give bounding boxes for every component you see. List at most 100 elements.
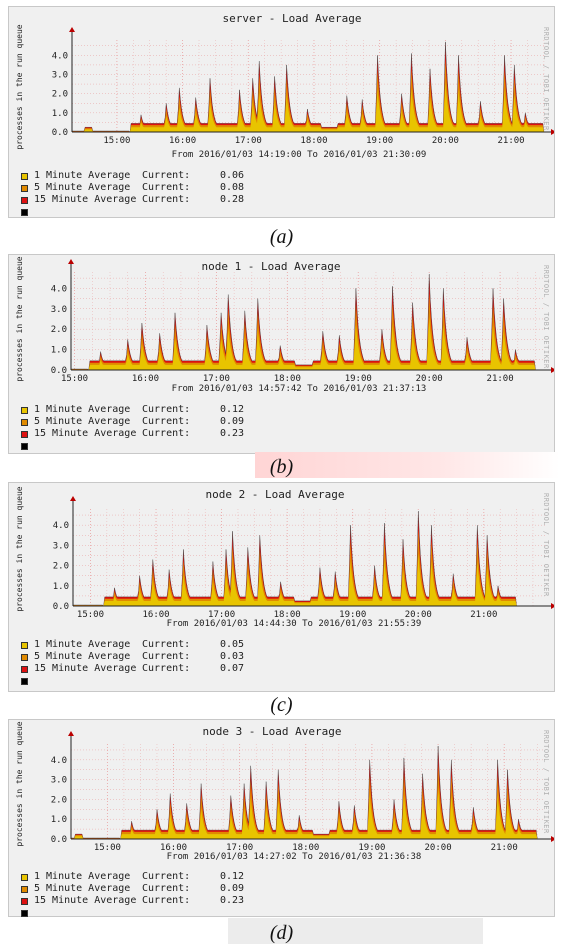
x-axis-arrow xyxy=(551,836,554,842)
legend-series-name: 15 Minute Average xyxy=(34,428,137,439)
y-tick-label: 4.0 xyxy=(51,284,67,294)
chart-title: node 1 - Load Average xyxy=(201,260,340,273)
legend-extra-swatch xyxy=(21,907,244,919)
y-tick-label: 2.0 xyxy=(51,325,67,335)
legend-current-label: Current: xyxy=(142,416,191,427)
legend-extra-swatch xyxy=(21,440,244,452)
x-tick-label: 15:00 xyxy=(61,374,88,384)
y-axis-label: processes in the run queue xyxy=(15,486,24,611)
legend-swatch xyxy=(21,885,28,893)
caption-b: (b) xyxy=(269,456,294,478)
y-axis-label: processes in the run queue xyxy=(15,24,24,149)
x-tick-label: 19:00 xyxy=(345,374,372,384)
x-tick-label: 19:00 xyxy=(358,843,385,853)
y-tick-label: 4.0 xyxy=(53,521,69,531)
x-tick-label: 20:00 xyxy=(432,136,459,146)
x-tick-label: 21:00 xyxy=(487,374,514,384)
x-tick-label: 18:00 xyxy=(292,843,319,853)
x-tick-label: 21:00 xyxy=(491,843,518,853)
legend-item: 15 Minute Average Current: 0.07 xyxy=(21,663,244,675)
y-tick-label: 1.0 xyxy=(53,582,69,592)
x-tick-label: 19:00 xyxy=(339,610,366,620)
period-text: From 2016/01/03 14:19:00 To 2016/01/03 2… xyxy=(172,150,427,160)
legend-series-name: 5 Minute Average xyxy=(34,883,131,894)
legend-extra-swatch xyxy=(21,206,244,218)
caption-highlight xyxy=(228,918,483,944)
chart-panel-d: node 3 - Load Average processes in the r… xyxy=(8,719,555,917)
chart-svg-c: node 2 - Load Average processes in the r… xyxy=(15,486,554,629)
x-tick-label: 20:00 xyxy=(425,843,452,853)
legend-series-name: 1 Minute Average xyxy=(34,404,131,415)
legend-current-label: Current: xyxy=(142,428,191,439)
legend-item: 15 Minute Average Current: 0.28 xyxy=(21,194,244,206)
legend-swatch xyxy=(21,897,28,905)
watermark: RRDTOOL / TOBI OETIKER xyxy=(542,265,550,369)
x-tick-label: 21:00 xyxy=(498,136,525,146)
legend-swatch xyxy=(21,873,28,881)
legend-current-value: 0.23 xyxy=(220,428,245,439)
plot-area: 0.0 1.0 2.0 3.0 4.0 15:00 16:00 17:00 18:00 19:00… xyxy=(52,27,554,146)
x-tick-label: 20:00 xyxy=(416,374,443,384)
legend-item: 1 Minute Average Current: 0.12 xyxy=(21,871,244,883)
y-tick-label: 1.0 xyxy=(52,109,68,119)
legend-item: 1 Minute Average Current: 0.06 xyxy=(21,170,244,182)
legend-swatch xyxy=(21,406,28,414)
y-tick-label: 1.0 xyxy=(51,346,67,356)
legend-swatch xyxy=(21,442,28,450)
legend-current-label: Current: xyxy=(142,895,191,906)
legend-item: 15 Minute Average Current: 0.23 xyxy=(21,895,244,907)
y-tick-label: 2.0 xyxy=(52,90,68,100)
y-axis-label: processes in the run queue xyxy=(15,256,24,381)
series-area-1min xyxy=(73,553,545,606)
y-tick-label: 1.0 xyxy=(51,815,67,825)
y-axis-arrow xyxy=(70,496,76,501)
legend-extra-swatch xyxy=(21,675,244,687)
y-tick-label: 2.0 xyxy=(51,795,67,805)
legend-current-label: Current: xyxy=(142,663,191,674)
chart-panel-a: server - Load Average processes in the r… xyxy=(8,6,555,218)
x-tick-label: 18:00 xyxy=(274,374,301,384)
legend-item: 5 Minute Average Current: 0.09 xyxy=(21,883,244,895)
chart-panel-b: node 1 - Load Average processes in the r… xyxy=(8,254,555,454)
x-axis-arrow xyxy=(551,367,554,373)
chart-svg-a: server - Load Average processes in the r… xyxy=(15,12,554,160)
x-tick-label: 20:00 xyxy=(405,610,432,620)
legend-current-value: 0.23 xyxy=(220,895,245,906)
plot-area: 0.0 1.0 2.0 3.0 4.0 15:00 16:00 17:00 18:00 19:00… xyxy=(53,496,554,620)
legend-current-label: Current: xyxy=(142,170,191,181)
watermark: RRDTOOL / TOBI OETIKER xyxy=(542,27,550,131)
y-tick-label: 4.0 xyxy=(52,51,68,61)
y-tick-label: 2.0 xyxy=(53,562,69,572)
series-area-5min xyxy=(72,59,545,132)
legend-current-value: 0.05 xyxy=(220,639,245,650)
legend-item: 1 Minute Average Current: 0.05 xyxy=(21,639,244,651)
y-tick-label: 3.0 xyxy=(52,71,68,81)
y-tick-label: 3.0 xyxy=(51,776,67,786)
chart-title: node 3 - Load Average xyxy=(202,725,341,738)
y-tick-label: 0.0 xyxy=(51,835,67,845)
caption-c: (c) xyxy=(270,694,293,716)
legend-series-name: 15 Minute Average xyxy=(34,194,137,205)
caption-highlight xyxy=(255,452,560,478)
legend: 1 Minute Average Current: 0.12 5 Minute Ave… xyxy=(21,404,244,452)
y-tick-label: 0.0 xyxy=(52,128,68,138)
y-axis-arrow xyxy=(68,259,74,264)
series-area-1min xyxy=(71,787,545,839)
y-tick-label: 0.0 xyxy=(51,366,67,376)
x-tick-label: 19:00 xyxy=(366,136,393,146)
legend-item: 15 Minute Average Current: 0.23 xyxy=(21,428,244,440)
legend-swatch xyxy=(21,653,28,661)
y-tick-label: 0.0 xyxy=(53,602,69,612)
x-tick-label: 15:00 xyxy=(77,610,104,620)
legend-item: 1 Minute Average Current: 0.12 xyxy=(21,404,244,416)
y-axis-label: processes in the run queue xyxy=(15,721,24,846)
legend-current-label: Current: xyxy=(142,404,191,415)
period-text: From 2016/01/03 14:27:02 To 2016/01/03 2… xyxy=(167,852,422,862)
x-tick-label: 16:00 xyxy=(142,610,169,620)
x-tick-label: 18:00 xyxy=(274,610,301,620)
legend: 1 Minute Average Current: 0.12 5 Minute Ave… xyxy=(21,871,244,919)
chart-title: server - Load Average xyxy=(222,12,361,25)
legend-current-label: Current: xyxy=(142,182,191,193)
series-area-5min xyxy=(73,530,545,606)
legend-current-label: Current: xyxy=(142,194,191,205)
